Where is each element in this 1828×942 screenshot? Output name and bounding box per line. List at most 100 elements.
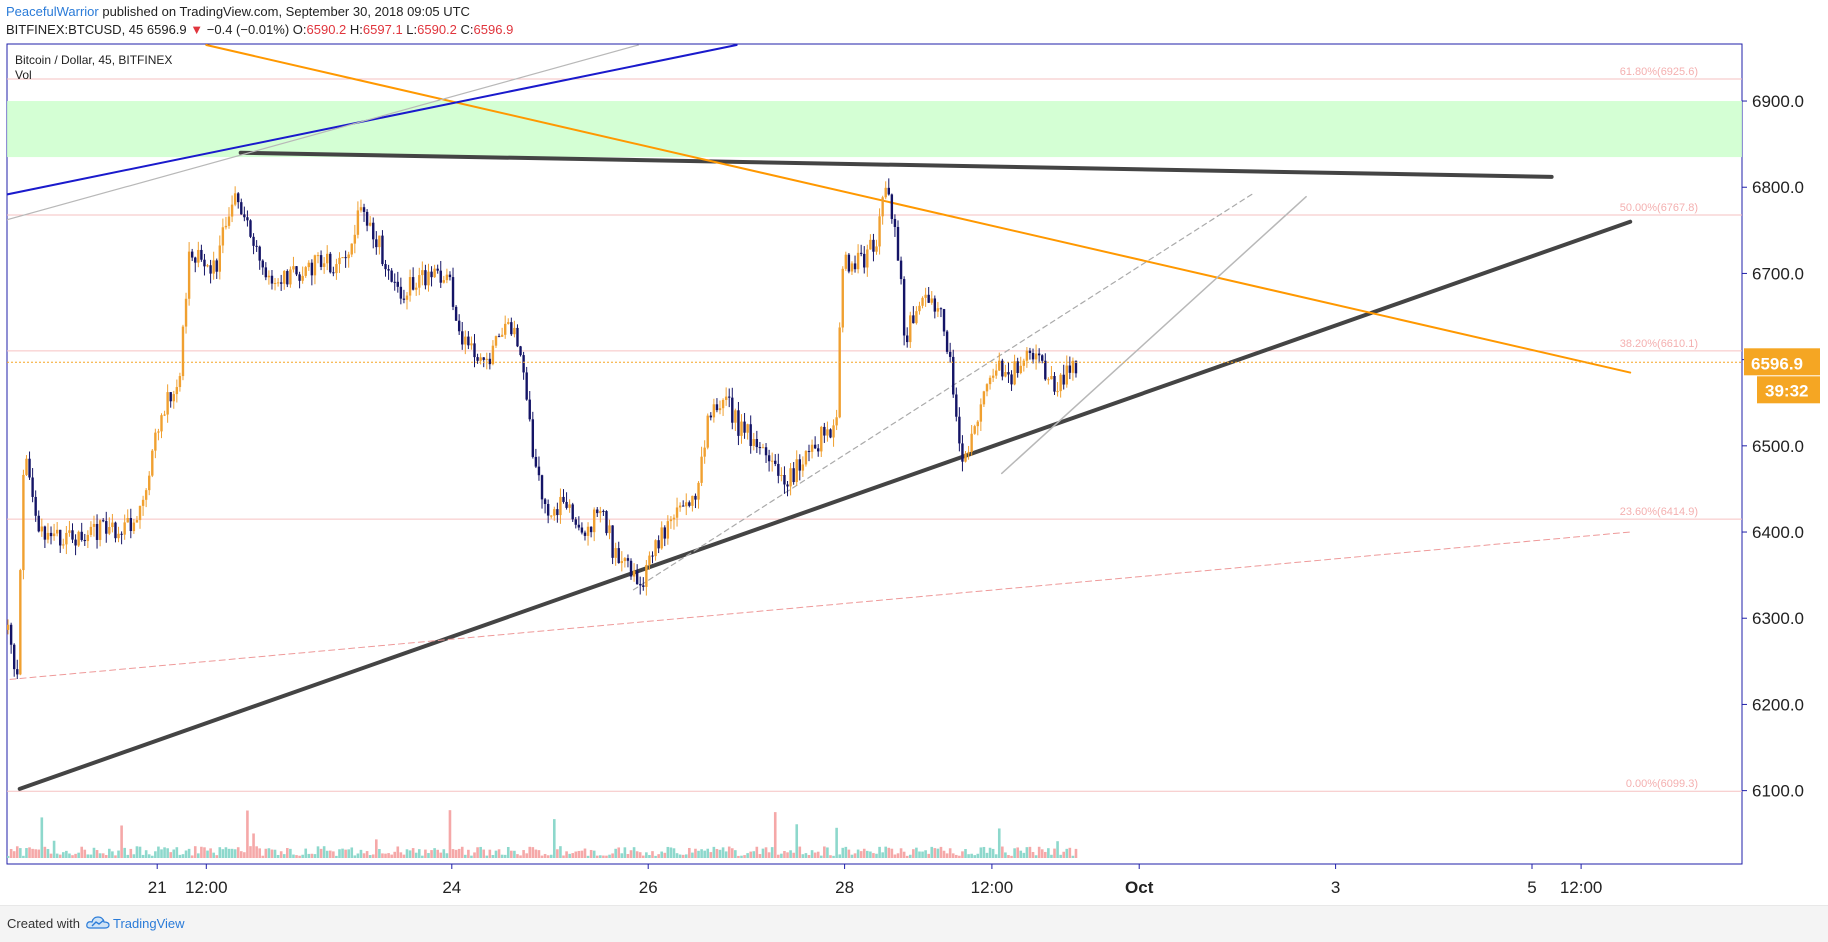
volume-bar: [1013, 848, 1016, 858]
candle-body: [77, 531, 80, 546]
candle-body: [807, 451, 811, 453]
candle-body: [108, 527, 111, 534]
volume-bar: [933, 848, 937, 858]
candle-body: [430, 271, 433, 278]
candle-body: [614, 548, 617, 558]
candle-body: [141, 499, 145, 506]
chart-subtitle: Vol: [15, 68, 32, 82]
candle-body: [660, 527, 663, 549]
candle-body: [853, 263, 857, 270]
volume-bar: [884, 846, 888, 858]
candle-body: [804, 451, 808, 465]
volume-bar: [206, 850, 209, 858]
volume-bar: [356, 853, 360, 858]
volume-bar: [832, 855, 835, 858]
candle-body: [669, 519, 673, 522]
volume-bar: [436, 849, 439, 858]
volume-bar: [362, 853, 366, 858]
candle-body: [596, 509, 599, 514]
candle-body: [95, 523, 99, 540]
volume-bar: [243, 852, 246, 858]
footer-brand-link[interactable]: TradingView: [113, 916, 185, 931]
candle-body: [12, 644, 16, 670]
candle-body: [25, 458, 28, 475]
candle-body: [319, 255, 323, 267]
candle-body: [979, 404, 983, 422]
price-tags: 6596.9 39:32: [1744, 348, 1820, 404]
chart-header: PeacefulWarrior published on TradingView…: [0, 0, 1828, 42]
volume-bar: [270, 849, 274, 858]
candle-body: [709, 415, 713, 418]
volume-bar: [111, 851, 114, 858]
candle-body: [654, 540, 657, 557]
volume-bar: [663, 852, 667, 858]
volume-bar: [672, 848, 676, 858]
candle-body: [457, 320, 461, 332]
candle-body: [479, 357, 482, 361]
volume-bar: [991, 848, 995, 858]
volume-bar: [948, 848, 952, 858]
volume-bar: [936, 848, 940, 858]
volume-bar: [866, 850, 869, 858]
volume-bar: [488, 849, 492, 858]
candle-body: [243, 214, 246, 218]
candle-body: [279, 282, 283, 284]
price-chart[interactable]: 61.80%(6925.6) 50.00%(6767.8) 38.20%(6610.…: [0, 42, 1828, 905]
volume-bar: [58, 854, 62, 858]
volume-bar: [448, 810, 452, 858]
candle-body: [847, 254, 851, 272]
candle-body: [126, 518, 129, 523]
volume-bar: [430, 850, 433, 858]
candle-body: [80, 531, 83, 540]
volume-bar: [402, 854, 406, 858]
volume-bar: [132, 854, 136, 858]
volume-bar: [826, 847, 829, 858]
volume-bar: [37, 849, 41, 858]
candle-body: [645, 564, 648, 587]
last-price-tag: [1744, 348, 1820, 376]
candle-body: [461, 331, 464, 345]
candle-body: [1004, 372, 1007, 377]
candle-body: [801, 464, 805, 471]
volume-bar: [328, 850, 332, 858]
volume-bar: [387, 853, 390, 858]
candle-body: [258, 246, 261, 261]
volume-bar: [209, 848, 212, 858]
candle-body: [1050, 376, 1053, 380]
candle-body: [415, 287, 418, 290]
candle-body: [537, 466, 541, 476]
candle-body: [144, 490, 148, 500]
volume-bar: [531, 847, 535, 858]
volume-bar: [494, 850, 498, 858]
candle-body: [715, 404, 719, 411]
candle-body: [706, 415, 709, 448]
candle-body: [350, 243, 353, 255]
volume-bar: [740, 855, 743, 858]
change-down-icon: ▼: [190, 22, 204, 37]
volume-bar: [390, 854, 393, 858]
volume-bar: [1010, 855, 1013, 858]
candle-body: [958, 416, 961, 444]
volume-bar: [108, 848, 111, 858]
volume-bar: [301, 854, 304, 858]
volume-bar: [614, 848, 617, 858]
candle-body: [233, 193, 237, 205]
tradingview-cloud-icon: [86, 916, 110, 929]
volume-bar: [215, 855, 219, 858]
footer-created-text: Created with: [7, 916, 80, 931]
volume-bar: [378, 849, 381, 858]
volume-bar: [684, 854, 688, 858]
volume-bar: [556, 849, 559, 858]
candle-body: [166, 392, 169, 415]
candle-body: [734, 410, 737, 423]
volume-bar: [421, 855, 424, 858]
author-link[interactable]: PeacefulWarrior: [6, 4, 99, 19]
volume-bar: [491, 854, 495, 858]
volume-bar: [602, 855, 605, 858]
candle-body: [826, 429, 829, 436]
volume-bar: [460, 846, 464, 858]
candle-body: [307, 262, 310, 268]
volume-bar: [258, 848, 261, 858]
candle-body: [9, 624, 13, 645]
volume-bar: [396, 846, 400, 858]
